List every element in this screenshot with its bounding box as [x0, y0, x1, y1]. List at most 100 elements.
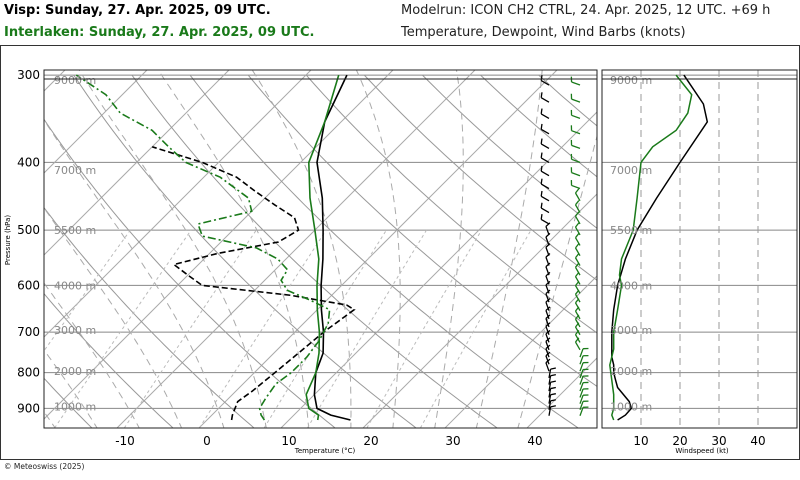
- wind-barb-visp: [540, 202, 550, 214]
- altitude-label: 4000 m: [54, 279, 96, 292]
- wind-barb-staff: [548, 388, 552, 398]
- wind-barb-staff: [545, 333, 550, 343]
- wind-barb-flag: [545, 280, 551, 286]
- pressure-tick-label: 900: [17, 401, 40, 415]
- wind-barb-interlaken: [574, 233, 581, 246]
- mixing-ratio-line: [307, 229, 427, 428]
- altitude-label: 3000 m: [610, 324, 652, 337]
- wind-barb-flag: [583, 354, 589, 357]
- wind-barb-visp: [548, 380, 556, 392]
- wind-barb-flag: [550, 380, 556, 383]
- wind-barb-visp: [540, 92, 550, 103]
- wind-barb-flag: [545, 253, 551, 258]
- moist-adiabat-line: [157, 70, 310, 428]
- wind-barb-flag: [550, 393, 556, 396]
- wind-barb-flag: [540, 214, 543, 220]
- wind-barb-flag: [540, 138, 543, 145]
- interlaken-title: Interlaken: Sunday, 27. Apr. 2025, 09 UT…: [4, 25, 315, 40]
- altitude-label: 2000 m: [54, 365, 96, 378]
- wind-barb-interlaken: [570, 93, 581, 103]
- wind-barb-staff: [574, 215, 581, 225]
- wind-barb-flag: [540, 108, 543, 114]
- wind-barb-visp: [548, 405, 556, 416]
- wind-barb-flag: [545, 298, 551, 303]
- wind-barb-interlaken: [579, 388, 589, 398]
- temperature-tick-label: 20: [363, 434, 378, 448]
- dry-adiabat-line: [655, 75, 800, 428]
- wind-barb-flag: [545, 306, 551, 311]
- wind-barb-interlaken: [574, 262, 581, 276]
- wind-barb-interlaken: [574, 222, 581, 236]
- altitude-label: 1000 m: [54, 401, 96, 414]
- wind-barb-staff: [545, 348, 550, 358]
- pressure-tick-label: 700: [17, 325, 40, 339]
- moist-adiabat-line: [44, 119, 225, 428]
- wind-barb-staff: [574, 294, 581, 303]
- isotherm-line: [198, 70, 558, 428]
- wind-barb-flag: [574, 280, 580, 286]
- wind-barb-visp: [540, 165, 550, 177]
- wind-barb-interlaken: [574, 337, 581, 351]
- visp-title: Visp: Sunday, 27. Apr. 2025, 09 UTC.: [4, 3, 271, 18]
- wind-plot-area: [602, 70, 797, 428]
- wind-barb-staff: [574, 341, 581, 351]
- wind-barb-flag: [583, 361, 589, 364]
- wind-barb-flag: [540, 92, 543, 98]
- wind-barb-staff: [540, 157, 550, 163]
- temperature-axis-label: Temperature (°C): [294, 447, 356, 455]
- dry-adiabat-line: [44, 206, 255, 428]
- wind-barb-flag: [545, 358, 551, 364]
- dry-adiabat-line: [131, 74, 498, 428]
- wind-barb-flag: [540, 202, 543, 209]
- wind-barb-staff: [579, 355, 584, 365]
- wind-barb-visp: [548, 367, 556, 379]
- wind-barb-staff: [579, 362, 584, 372]
- wind-barb-flag: [574, 298, 580, 304]
- wind-barb-interlaken: [579, 400, 589, 410]
- wind-barb-staff: [574, 285, 581, 294]
- wind-barb-staff: [540, 79, 550, 86]
- wind-barb-flag: [574, 200, 580, 206]
- pressure-tick-label: 800: [17, 366, 40, 380]
- wind-barb-flag: [570, 153, 573, 160]
- wind-barb-staff: [574, 266, 581, 276]
- wind-barb-visp: [545, 306, 551, 320]
- wind-barb-flag: [570, 180, 573, 186]
- altitude-label: 9000 m: [610, 74, 652, 87]
- wind-barb-staff: [540, 195, 550, 202]
- wind-barb-interlaken: [579, 354, 589, 365]
- wind-barb-staff: [574, 237, 581, 246]
- dry-adiabat-line: [44, 292, 174, 428]
- wind-barb-staff: [574, 226, 581, 236]
- wind-barb-flag: [574, 188, 580, 194]
- wind-barb-staff: [579, 382, 584, 392]
- wind-barb-visp: [548, 393, 556, 404]
- wind-barb-flag: [583, 406, 589, 408]
- isotherm-line: [44, 70, 148, 174]
- temperature-tick-label: -10: [115, 434, 135, 448]
- wind-barb-flag: [570, 167, 573, 173]
- moist-adiabat-line: [355, 70, 401, 428]
- wind-barb-flag: [550, 373, 556, 377]
- profile-line-visp: [151, 146, 356, 421]
- wind-barb-flag: [574, 306, 580, 312]
- wind-barb-flag: [574, 329, 580, 336]
- wind-barb-staff: [571, 114, 581, 119]
- wind-barb-staff: [574, 310, 581, 320]
- altitude-label: 3000 m: [54, 324, 96, 337]
- wind-barb-interlaken: [570, 109, 581, 119]
- wind-barb-flag: [574, 322, 580, 328]
- wind-barb-staff: [540, 128, 550, 135]
- temperature-tick-label: 0: [203, 434, 211, 448]
- wind-barb-staff: [574, 247, 581, 256]
- wind-barb-flag: [570, 109, 573, 116]
- wind-barb-staff: [545, 355, 550, 365]
- wind-barb-visp: [548, 399, 556, 410]
- dry-adiabat-line: [44, 118, 336, 428]
- copyright-label: © Meteoswiss (2025): [4, 462, 85, 471]
- wind-barb-visp: [545, 298, 551, 311]
- wind-barb-visp: [540, 190, 550, 202]
- modelrun-label: Modelrun: ICON CH2 CTRL, 24. Apr. 2025, …: [401, 3, 771, 18]
- wind-barb-flag: [570, 93, 573, 100]
